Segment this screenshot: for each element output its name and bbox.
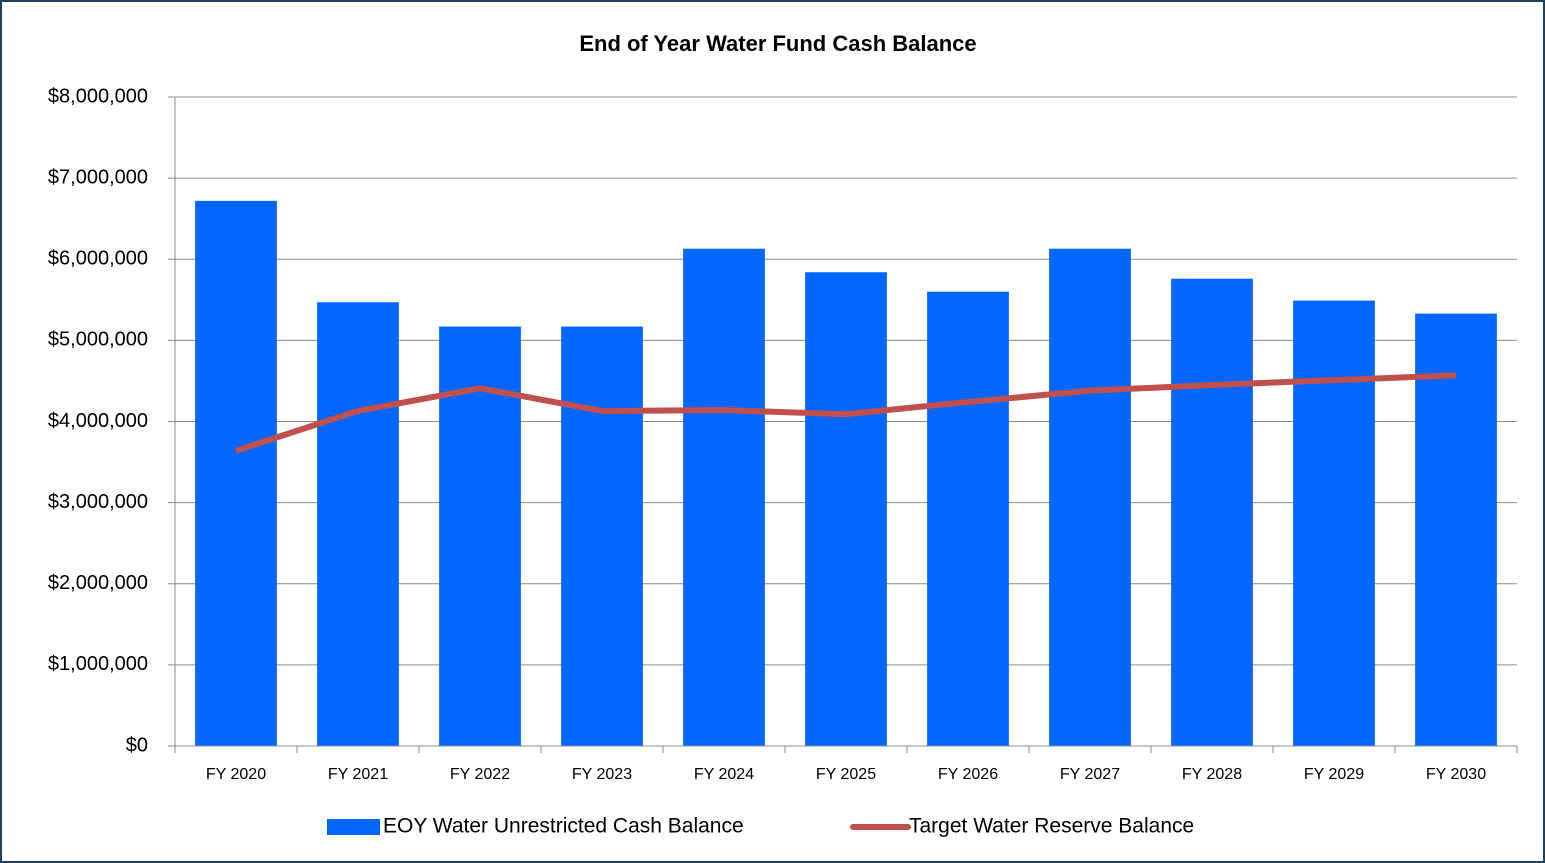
bar bbox=[927, 291, 1009, 746]
x-tick-label: FY 2028 bbox=[1182, 766, 1242, 783]
y-tick-label: $8,000,000 bbox=[48, 85, 148, 107]
y-tick-label: $5,000,000 bbox=[48, 329, 148, 351]
legend-label: Target Water Reserve Balance bbox=[909, 815, 1194, 838]
x-tick-label: FY 2023 bbox=[572, 766, 632, 783]
y-tick-label: $7,000,000 bbox=[48, 166, 148, 188]
y-tick-label: $3,000,000 bbox=[48, 491, 148, 513]
y-tick-label: $2,000,000 bbox=[48, 572, 148, 594]
bar bbox=[1415, 313, 1497, 746]
bar bbox=[195, 200, 277, 747]
bar bbox=[1171, 278, 1253, 746]
x-tick-label: FY 2025 bbox=[816, 766, 876, 783]
legend-swatch bbox=[327, 819, 380, 835]
y-tick-label: $0 bbox=[126, 734, 148, 756]
bar bbox=[805, 272, 887, 746]
bar bbox=[439, 326, 521, 746]
x-tick-label: FY 2026 bbox=[938, 766, 998, 783]
x-tick-label: FY 2024 bbox=[694, 766, 754, 783]
y-tick-label: $6,000,000 bbox=[48, 248, 148, 270]
x-tick-label: FY 2021 bbox=[328, 766, 388, 783]
chart-title: End of Year Water Fund Cash Balance bbox=[579, 31, 976, 56]
bar bbox=[561, 326, 643, 746]
x-tick-label: FY 2027 bbox=[1060, 766, 1120, 783]
x-tick-label: FY 2030 bbox=[1426, 766, 1486, 783]
bar bbox=[317, 302, 399, 746]
line bbox=[235, 372, 1457, 454]
bar bbox=[1293, 300, 1375, 746]
bar bbox=[1049, 248, 1131, 747]
x-tick-label: FY 2020 bbox=[206, 766, 266, 783]
bar bbox=[683, 248, 765, 747]
legend-label: EOY Water Unrestricted Cash Balance bbox=[383, 815, 744, 838]
x-tick-label: FY 2029 bbox=[1304, 766, 1364, 783]
y-tick-label: $1,000,000 bbox=[48, 653, 148, 675]
x-tick-label: FY 2022 bbox=[450, 766, 510, 783]
y-tick-label: $4,000,000 bbox=[48, 410, 148, 432]
